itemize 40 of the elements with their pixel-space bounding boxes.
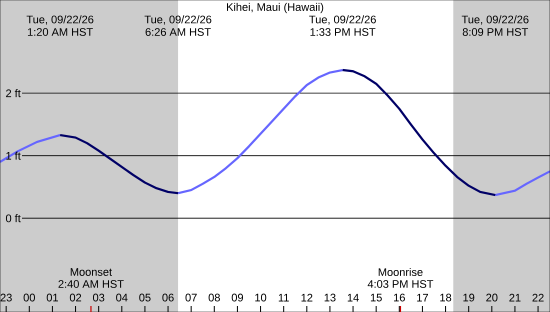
x-tick-label: 21 — [509, 294, 521, 302]
annotation: Tue, 09/22/26 — [462, 15, 529, 25]
annotation: 2:40 AM HST — [58, 280, 124, 288]
y-tick-label: 1 ft — [6, 152, 21, 160]
x-tick-label: 05 — [139, 294, 151, 302]
annotation: 1:33 PM HST — [310, 28, 376, 36]
annotation: Tue, 09/22/26 — [309, 15, 376, 25]
x-tick-label: 11 — [278, 294, 289, 302]
x-tick-label: 19 — [463, 294, 474, 302]
x-tick-label: 08 — [208, 294, 220, 302]
annotation: 6:26 AM HST — [146, 28, 211, 36]
y-tick-label: 0 ft — [6, 214, 21, 222]
x-tick-label: 14 — [348, 294, 359, 302]
annotation: Tue, 09/22/26 — [26, 15, 94, 25]
x-tick-label: 18 — [440, 294, 452, 302]
chart-title: Kihei, Maui (Hawaii) — [227, 2, 324, 14]
x-tick-label: 02 — [70, 294, 82, 302]
annotation: 8:09 PM HST — [462, 28, 528, 36]
x-tick-label: 00 — [24, 294, 35, 302]
y-tick-label: 2 ft — [6, 89, 21, 98]
x-tick-label: 22 — [532, 294, 544, 302]
x-tick-label: 07 — [185, 294, 197, 302]
annotation: 1:20 AM HST — [28, 28, 93, 36]
annotation: Moonset — [70, 268, 112, 276]
annotation: Moonrise — [378, 268, 423, 276]
x-tick-label: 20 — [486, 294, 498, 302]
x-tick-label: 03 — [92, 294, 104, 302]
annotation: 4:03 PM HST — [368, 280, 434, 288]
x-tick-label: 13 — [324, 294, 336, 302]
x-tick-label: 12 — [302, 294, 312, 302]
x-tick-label: 06 — [162, 294, 174, 302]
x-tick-label: 23 — [0, 294, 12, 302]
x-tick-label: 15 — [370, 294, 382, 302]
x-tick-label: 09 — [232, 294, 244, 302]
annotation: Tue, 09/22/26 — [144, 15, 212, 25]
x-tick-label: 17 — [417, 294, 428, 302]
x-tick-label: 01 — [46, 294, 58, 302]
x-tick-label: 16 — [394, 294, 405, 302]
x-tick-label: 04 — [116, 294, 128, 302]
x-tick-label: 10 — [255, 294, 266, 302]
